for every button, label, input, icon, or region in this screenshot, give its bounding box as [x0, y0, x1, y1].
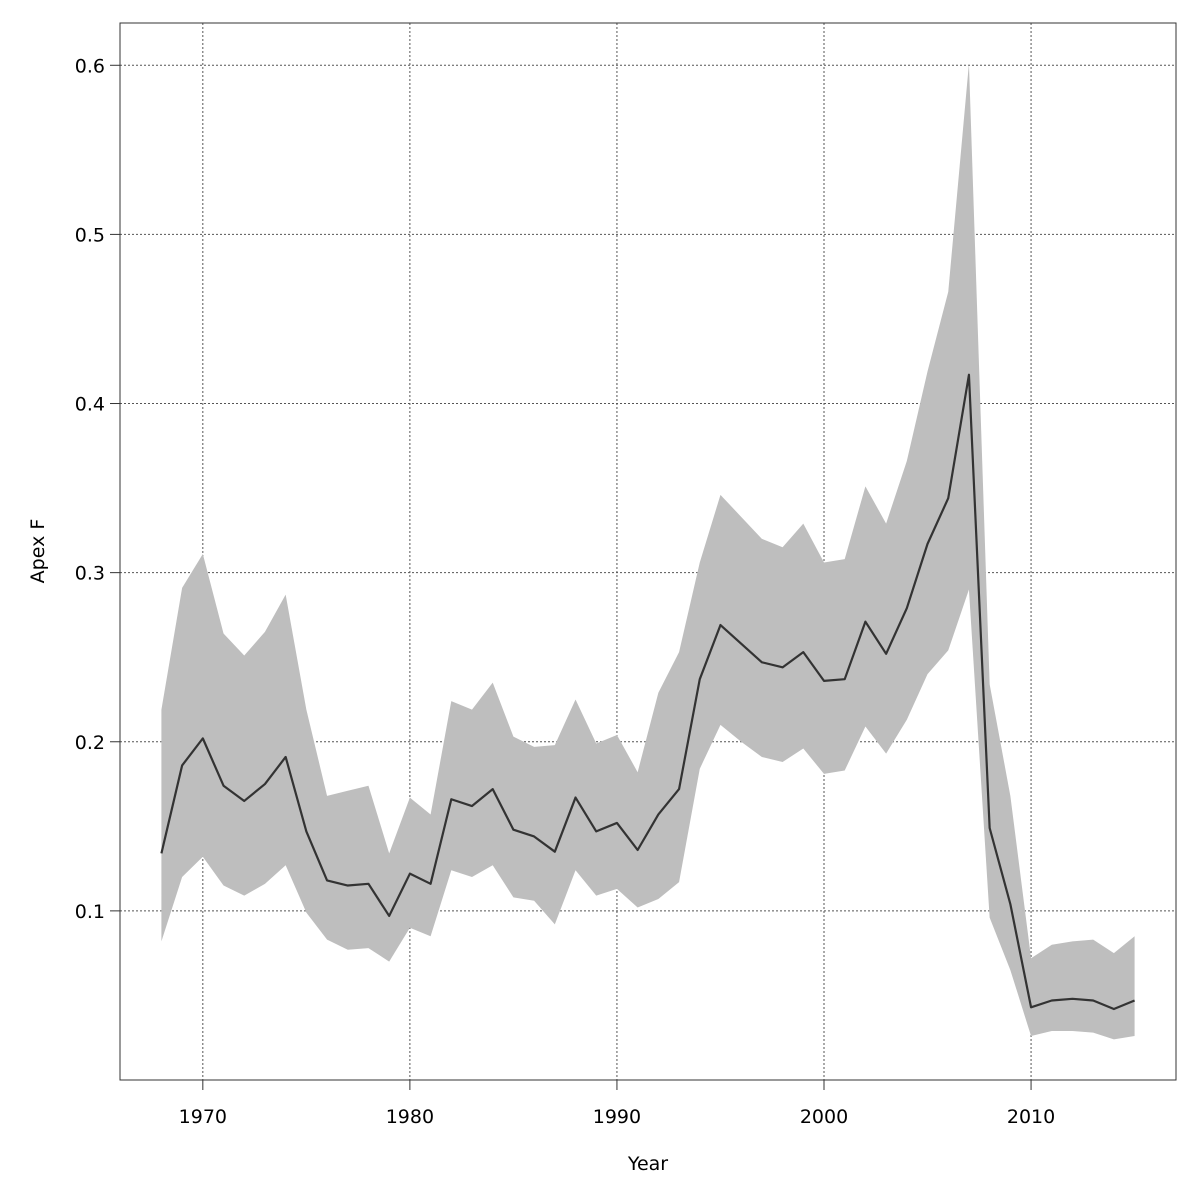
data-point-2004 [904, 605, 910, 611]
data-point-1988 [573, 795, 579, 801]
data-point-1971 [221, 783, 227, 789]
data-point-1969 [179, 762, 185, 768]
data-point-1985 [510, 827, 516, 833]
x-axis-title: Year [627, 1153, 668, 1175]
data-point-1968 [158, 850, 164, 856]
data-point-1978 [365, 881, 371, 887]
data-point-1998 [780, 664, 786, 670]
data-point-2012 [1069, 996, 1075, 1002]
y-axis-title: Apex F [27, 519, 49, 584]
y-tick-label-0.5: 0.5 [75, 224, 105, 246]
data-point-2008 [987, 825, 993, 831]
data-point-1972 [241, 798, 247, 804]
y-tick-label-0.4: 0.4 [75, 394, 105, 416]
apex-f-series-line [160, 373, 1136, 1011]
data-point-2014 [1111, 1006, 1117, 1012]
data-point-1973 [262, 781, 268, 787]
data-point-1984 [490, 786, 496, 792]
data-point-2000 [821, 678, 827, 684]
data-point-1986 [531, 833, 537, 839]
data-point-1996 [738, 641, 744, 647]
x-axis: 1970 1980 1990 2000 2010 [179, 1080, 1055, 1128]
data-point-1976 [324, 877, 330, 883]
data-point-2007 [966, 372, 972, 378]
data-point-1991 [635, 847, 641, 853]
data-point-1992 [655, 811, 661, 817]
data-point-2010 [1028, 1004, 1034, 1010]
y-tick-label-0.2: 0.2 [75, 732, 105, 754]
confidence-band [161, 63, 1135, 1040]
data-point-1993 [676, 786, 682, 792]
x-tick-label-1970: 1970 [179, 1106, 227, 1128]
data-point-1979 [386, 913, 392, 919]
data-point-2015 [1132, 998, 1138, 1004]
data-point-1980 [407, 871, 413, 877]
data-point-1994 [697, 676, 703, 682]
y-tick-label-0.1: 0.1 [75, 901, 105, 923]
data-point-1997 [759, 659, 765, 665]
data-point-1990 [614, 820, 620, 826]
confidence-band-layer [161, 63, 1135, 1040]
data-point-2002 [862, 619, 868, 625]
y-axis: 0.1 0.2 0.3 0.4 0.5 0.6 [75, 55, 120, 923]
data-point-1975 [303, 828, 309, 834]
data-point-1977 [345, 883, 351, 889]
x-tick-label-1980: 1980 [386, 1106, 434, 1128]
x-tick-label-2010: 2010 [1007, 1106, 1055, 1128]
data-point-1989 [593, 828, 599, 834]
y-tick-label-0.6: 0.6 [75, 55, 105, 77]
data-point-2011 [1049, 998, 1055, 1004]
x-tick-label-2000: 2000 [800, 1106, 848, 1128]
x-tick-label-1990: 1990 [593, 1106, 641, 1128]
data-point-1987 [552, 849, 558, 855]
plot-frame [119, 22, 1177, 1081]
data-point-2013 [1090, 998, 1096, 1004]
data-point-1974 [283, 754, 289, 760]
data-point-1983 [469, 803, 475, 809]
series-line-layer [158, 372, 1138, 1012]
data-point-2005 [925, 541, 931, 547]
data-point-1999 [800, 649, 806, 655]
data-point-2003 [883, 651, 889, 657]
data-point-2009 [1007, 901, 1013, 907]
y-tick-label-0.3: 0.3 [75, 563, 105, 585]
data-point-1982 [448, 796, 454, 802]
data-point-1995 [717, 622, 723, 628]
data-point-2006 [945, 495, 951, 501]
data-point-1981 [428, 881, 434, 887]
data-point-2001 [842, 676, 848, 682]
data-point-1970 [200, 735, 206, 741]
